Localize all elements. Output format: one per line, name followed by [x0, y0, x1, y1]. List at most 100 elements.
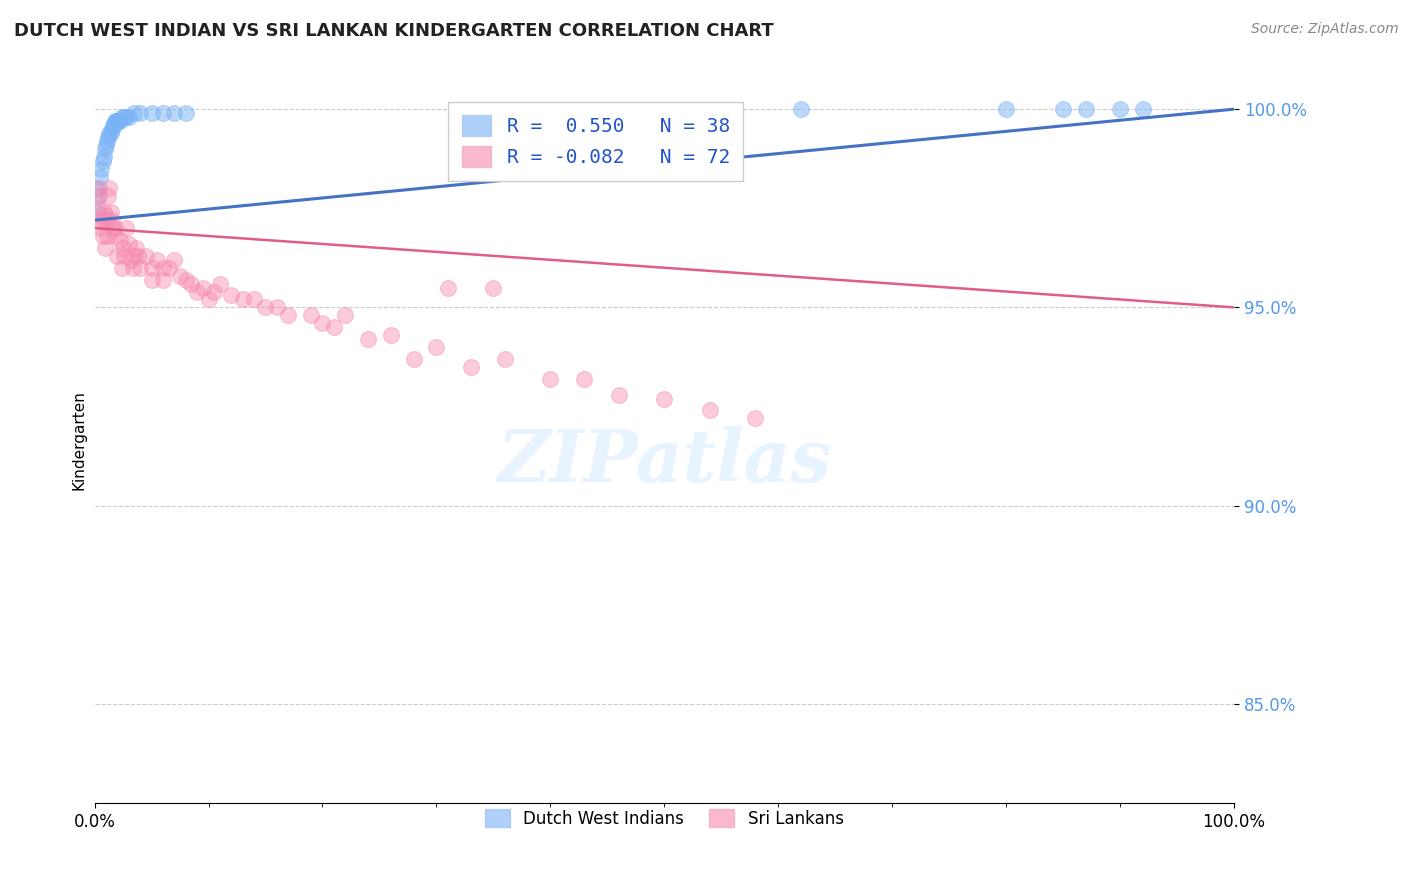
Point — [1074, 102, 1097, 116]
Point — [118, 110, 141, 124]
Point — [357, 332, 380, 346]
Point — [87, 201, 110, 215]
Point — [89, 189, 111, 203]
Point — [699, 403, 721, 417]
Point — [115, 110, 138, 124]
Point — [254, 301, 277, 315]
Point — [104, 114, 127, 128]
Point — [94, 209, 117, 223]
Point — [425, 340, 447, 354]
Point — [174, 272, 197, 286]
Point — [91, 229, 114, 244]
Point — [221, 288, 243, 302]
Point — [652, 392, 675, 406]
Point — [152, 272, 174, 286]
Point — [124, 241, 146, 255]
Point — [120, 252, 142, 267]
Point — [243, 293, 266, 307]
Point — [157, 260, 180, 275]
Point — [105, 249, 128, 263]
Point — [790, 102, 813, 116]
Point — [169, 268, 191, 283]
Point — [93, 150, 115, 164]
Text: Source: ZipAtlas.com: Source: ZipAtlas.com — [1251, 22, 1399, 37]
Legend: Dutch West Indians, Sri Lankans: Dutch West Indians, Sri Lankans — [478, 803, 851, 835]
Point — [104, 221, 127, 235]
Point — [174, 106, 197, 120]
Point — [87, 189, 110, 203]
Point — [89, 169, 111, 184]
Point — [152, 260, 174, 275]
Point — [118, 236, 141, 251]
Point — [98, 126, 121, 140]
Point — [93, 213, 115, 227]
Point — [186, 285, 208, 299]
Y-axis label: Kindergarten: Kindergarten — [72, 391, 86, 490]
Point — [112, 241, 135, 255]
Point — [163, 252, 186, 267]
Point — [141, 260, 163, 275]
Point — [208, 277, 231, 291]
Point — [89, 213, 111, 227]
Point — [494, 351, 516, 366]
Text: ZIPatlas: ZIPatlas — [498, 426, 831, 498]
Point — [101, 118, 124, 132]
Point — [86, 205, 108, 219]
Text: DUTCH WEST INDIAN VS SRI LANKAN KINDERGARTEN CORRELATION CHART: DUTCH WEST INDIAN VS SRI LANKAN KINDERGA… — [14, 22, 773, 40]
Point — [86, 181, 108, 195]
Point — [607, 387, 630, 401]
Point — [108, 114, 131, 128]
Point — [98, 181, 121, 195]
Point — [1052, 102, 1074, 116]
Point — [97, 129, 120, 144]
Point — [135, 249, 157, 263]
Point — [112, 110, 135, 124]
Point — [232, 293, 254, 307]
Point — [94, 142, 117, 156]
Point — [111, 260, 134, 275]
Point — [107, 114, 129, 128]
Point — [163, 106, 186, 120]
Point — [96, 229, 118, 244]
Point — [322, 320, 344, 334]
Point — [574, 372, 596, 386]
Point — [129, 260, 152, 275]
Point — [94, 137, 117, 152]
Point — [100, 205, 122, 219]
Point — [112, 249, 135, 263]
Point — [744, 411, 766, 425]
Point — [146, 252, 169, 267]
Point — [89, 181, 111, 195]
Point — [1132, 102, 1154, 116]
Point — [380, 328, 402, 343]
Point — [538, 372, 561, 386]
Point — [311, 316, 333, 330]
Point — [995, 102, 1018, 116]
Point — [90, 161, 112, 176]
Point — [105, 114, 128, 128]
Point — [108, 233, 131, 247]
Point — [100, 126, 122, 140]
Point — [103, 118, 125, 132]
Point — [129, 106, 152, 120]
Point — [277, 308, 299, 322]
Point — [124, 106, 146, 120]
Point — [299, 308, 322, 322]
Point — [191, 280, 214, 294]
Point — [91, 153, 114, 168]
Point — [266, 301, 288, 315]
Point — [96, 134, 118, 148]
Point — [101, 221, 124, 235]
Point — [482, 106, 505, 120]
Point — [141, 106, 163, 120]
Point — [90, 221, 112, 235]
Point — [105, 114, 128, 128]
Point — [93, 205, 115, 219]
Point — [436, 280, 458, 294]
Point — [115, 221, 138, 235]
Point — [100, 213, 122, 227]
Point — [1109, 102, 1132, 116]
Point — [97, 189, 120, 203]
Point — [127, 249, 149, 263]
Point — [141, 272, 163, 286]
